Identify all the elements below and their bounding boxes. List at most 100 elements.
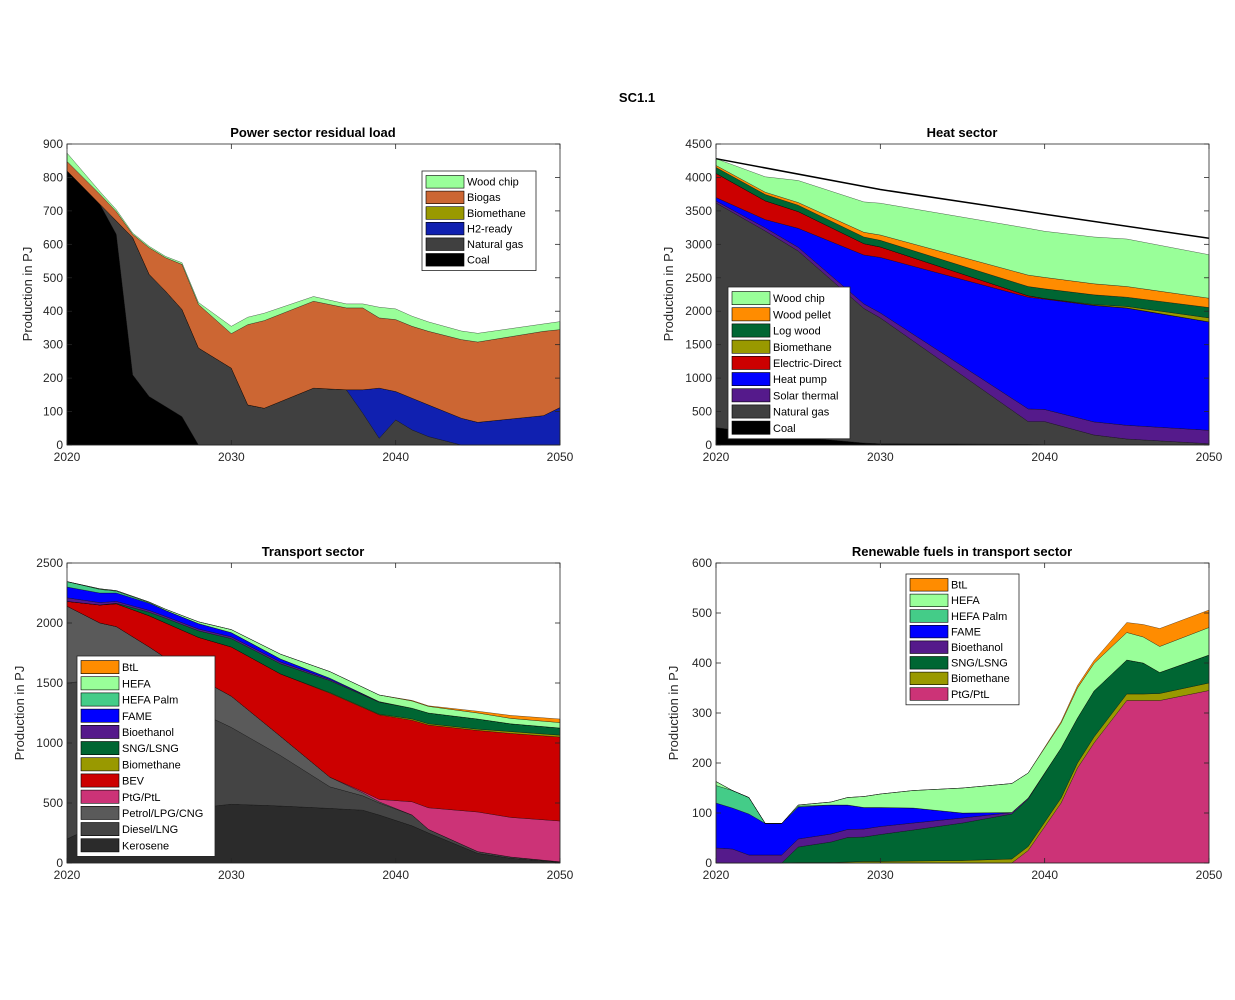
figure-title: SC1.1 xyxy=(619,90,655,105)
legend-swatch-wood-chip xyxy=(425,175,465,189)
legend: BtL HEFA HEFA Palm FAME Bioethanol SNG/LSNG Bi… xyxy=(905,573,1020,706)
y-tick-label: 900 xyxy=(43,137,63,151)
y-tick-label: 2500 xyxy=(36,556,63,570)
legend-swatch-fame xyxy=(909,624,949,639)
legend-label: Biomethane xyxy=(951,673,1010,685)
x-tick-label: 2040 xyxy=(1031,450,1058,464)
chart-title: Power sector residual load xyxy=(230,125,396,140)
legend-label: HEFA Palm xyxy=(122,695,178,707)
legend-label: Biomethane xyxy=(773,342,832,354)
y-tick-label: 4000 xyxy=(685,170,712,184)
y-axis-label: Production in PJ xyxy=(661,247,676,342)
legend-swatch-btl xyxy=(909,578,949,592)
legend-label: HEFA Palm xyxy=(951,611,1007,623)
legend-swatch-kerosene xyxy=(80,838,120,853)
transport-sector-chart: Transport sector Production in PJ 2020 20… xyxy=(12,544,574,882)
y-axis-label: Production in PJ xyxy=(666,666,681,761)
legend-label: FAME xyxy=(122,711,152,723)
y-tick-label: 600 xyxy=(43,237,63,251)
y-tick-label: 0 xyxy=(56,856,63,870)
legend-label: SNG/LSNG xyxy=(951,658,1008,670)
legend-label: PtG/PtL xyxy=(122,792,161,804)
legend-swatch-petrol-lpg-cng xyxy=(80,805,120,820)
y-tick-label: 2500 xyxy=(685,271,712,285)
legend-label: BtL xyxy=(951,580,968,592)
legend-label: Bioethanol xyxy=(951,642,1003,654)
axes-box xyxy=(715,143,1210,446)
axes-box xyxy=(66,562,561,864)
y-tick-label: 1500 xyxy=(685,338,712,352)
y-tick-label: 600 xyxy=(692,556,712,570)
legend-label: Wood chip xyxy=(467,177,519,189)
y-axis-label: Production in PJ xyxy=(20,247,35,342)
legend-swatch-log-wood xyxy=(731,323,771,338)
y-tick-label: 0 xyxy=(705,438,712,452)
legend-swatch-wood-chip xyxy=(731,291,771,305)
legend-swatch-hefa xyxy=(80,676,120,691)
y-tick-label: 4500 xyxy=(685,137,712,151)
chart-title: Renewable fuels in transport sector xyxy=(852,544,1072,559)
legend-label: FAME xyxy=(951,626,981,638)
legend-label: Biogas xyxy=(467,192,501,204)
legend-label: Log wood xyxy=(773,326,821,338)
y-tick-label: 0 xyxy=(705,856,712,870)
x-tick-label: 2020 xyxy=(703,868,730,882)
y-tick-label: 500 xyxy=(43,271,63,285)
y-tick-label: 500 xyxy=(692,405,712,419)
y-tick-label: 100 xyxy=(692,806,712,820)
legend-swatch-h2-ready xyxy=(425,222,465,236)
y-tick-label: 300 xyxy=(692,706,712,720)
legend-swatch-coal xyxy=(731,420,771,435)
legend-swatch-electric-direct xyxy=(731,355,771,370)
legend-swatch-wood-pellet xyxy=(731,307,771,322)
y-tick-label: 200 xyxy=(692,756,712,770)
y-tick-label: 100 xyxy=(43,405,63,419)
legend-label: Wood pellet xyxy=(773,309,831,321)
y-tick-label: 1500 xyxy=(36,676,63,690)
legend-swatch-solar-thermal xyxy=(731,388,771,403)
legend-label: SNG/LSNG xyxy=(122,743,179,755)
y-tick-label: 1000 xyxy=(36,736,63,750)
legend-swatch-fame xyxy=(80,708,120,723)
legend-swatch-hefa xyxy=(909,593,949,607)
legend-label: Biomethane xyxy=(122,759,181,771)
legend-swatch-sng-lsng xyxy=(909,656,949,670)
legend-swatch-bioethanol xyxy=(909,640,949,654)
y-tick-label: 500 xyxy=(692,606,712,620)
legend-label: Natural gas xyxy=(467,239,524,251)
axes-box xyxy=(66,143,561,446)
legend-label: BEV xyxy=(122,776,145,788)
renewable-fuels-chart: Renewable fuels in transport sector Prod… xyxy=(666,544,1223,882)
legend-swatch-hefa-palm xyxy=(80,692,120,707)
y-tick-label: 2000 xyxy=(685,304,712,318)
legend-label: Petrol/LPG/CNG xyxy=(122,808,203,820)
y-tick-label: 3000 xyxy=(685,237,712,251)
x-tick-label: 2030 xyxy=(218,868,245,882)
legend-label: PtG/PtL xyxy=(951,689,990,701)
legend-label: Heat pump xyxy=(773,374,827,386)
legend-swatch-biomethane xyxy=(425,206,465,220)
y-tick-label: 800 xyxy=(43,170,63,184)
x-tick-label: 2050 xyxy=(1196,868,1223,882)
legend-swatch-biogas xyxy=(425,190,465,205)
legend-label: Electric-Direct xyxy=(773,358,841,370)
legend: BtL HEFA HEFA Palm FAME Bioethanol SNG/LSNG Bi… xyxy=(76,655,216,857)
legend-swatch-sng-lsng xyxy=(80,741,120,755)
heat-sector-chart: Heat sector Production in PJ 2020 2030 204… xyxy=(661,125,1223,464)
legend-swatch-bioethanol xyxy=(80,724,120,739)
x-tick-label: 2020 xyxy=(54,450,81,464)
y-tick-label: 0 xyxy=(56,438,63,452)
legend-label: Coal xyxy=(467,255,490,267)
y-tick-label: 2000 xyxy=(36,616,63,630)
legend-swatch-btl xyxy=(80,660,120,674)
y-tick-label: 1000 xyxy=(685,371,712,385)
legend-label: Diesel/LNG xyxy=(122,824,178,836)
x-tick-label: 2030 xyxy=(218,450,245,464)
legend-label: Natural gas xyxy=(773,407,830,419)
x-tick-label: 2030 xyxy=(867,450,894,464)
legend-swatch-hefa-palm xyxy=(909,609,949,623)
legend-swatch-coal xyxy=(425,253,465,267)
legend-swatch-ptg-ptl xyxy=(909,687,949,701)
legend-swatch-biomethane xyxy=(80,757,120,772)
